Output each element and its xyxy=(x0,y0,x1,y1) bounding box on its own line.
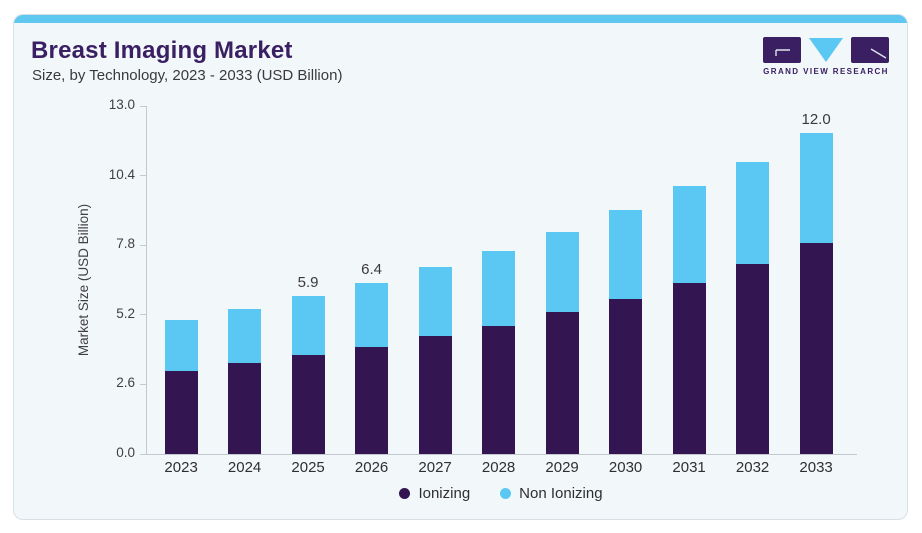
legend: Ionizing Non Ionizing xyxy=(146,485,856,502)
card-accent-strip xyxy=(14,15,907,23)
bar-2027 xyxy=(418,266,452,454)
bar-value-label: 12.0 xyxy=(801,110,831,128)
chart-card: Breast Imaging Market Size, by Technolog… xyxy=(13,14,908,520)
x-axis-label-2032: 2032 xyxy=(735,459,770,476)
legend-item-ionizing: Ionizing xyxy=(399,485,470,502)
bar-segment-non-ionizing xyxy=(291,296,325,355)
x-axis-label-2027: 2027 xyxy=(418,459,452,476)
bar-segment-ionizing xyxy=(355,346,389,454)
legend-swatch-icon xyxy=(500,488,512,499)
bar-2033: 12.0 xyxy=(799,111,833,454)
bar-segment-ionizing xyxy=(228,363,262,454)
legend-label: Ionizing xyxy=(418,485,471,502)
bar-2026: 6.4 xyxy=(355,261,389,454)
bar-2028 xyxy=(482,250,516,454)
bar-segment-non-ionizing xyxy=(482,250,516,326)
y-tick-label: 5.2 xyxy=(116,305,135,321)
bar-segment-ionizing xyxy=(164,371,198,454)
chart-title: Breast Imaging Market xyxy=(31,37,293,64)
y-tick-label: 7.8 xyxy=(116,236,135,252)
y-tick-mark xyxy=(140,244,146,246)
y-tick-label: 10.4 xyxy=(108,166,135,182)
legend-swatch-icon xyxy=(399,488,411,499)
x-axis-label-2033: 2033 xyxy=(799,459,833,476)
bar-segment-non-ionizing xyxy=(355,282,389,347)
y-tick-mark xyxy=(140,105,146,107)
legend-item-non-ionizing: Non Ionizing xyxy=(500,485,603,502)
bar-segment-ionizing xyxy=(291,354,325,454)
logo-g-icon xyxy=(763,37,801,63)
bar-2032 xyxy=(736,162,770,454)
x-axis-label-2029: 2029 xyxy=(545,459,579,476)
y-axis-title: Market Size (USD Billion) xyxy=(76,203,91,357)
bar-segment-non-ionizing xyxy=(672,186,706,283)
y-tick-mark xyxy=(140,175,146,177)
bar-segment-non-ionizing xyxy=(545,231,579,313)
y-tick-label: 2.6 xyxy=(116,375,135,391)
bar-2029 xyxy=(545,231,579,454)
bar-segment-ionizing xyxy=(418,336,452,454)
bar-segment-non-ionizing xyxy=(799,132,833,243)
gvr-logo: GRAND VIEW RESEARCH xyxy=(763,37,889,76)
bar-value-label: 6.4 xyxy=(361,260,383,278)
y-tick-label: 13.0 xyxy=(108,97,135,112)
logo-brand-text: GRAND VIEW RESEARCH xyxy=(763,67,889,76)
bar-segment-ionizing xyxy=(482,325,516,454)
bar-segment-ionizing xyxy=(799,242,833,454)
x-axis-label-2028: 2028 xyxy=(481,459,516,476)
chart-subtitle: Size, by Technology, 2023 - 2033 (USD Bi… xyxy=(32,67,343,84)
logo-v-icon xyxy=(809,38,843,62)
bar-segment-ionizing xyxy=(736,263,770,454)
bar-2023 xyxy=(164,320,198,454)
x-axis-label-2026: 2026 xyxy=(354,459,389,476)
bar-segment-ionizing xyxy=(545,312,579,454)
x-axis-label-2030: 2030 xyxy=(608,459,643,476)
bar-segment-ionizing xyxy=(609,298,643,454)
bar-value-label: 5.9 xyxy=(297,274,319,292)
bar-2025: 5.9 xyxy=(291,274,325,454)
x-axis-label-2023: 2023 xyxy=(164,459,198,476)
bar-segment-non-ionizing xyxy=(609,210,643,299)
bar-2024 xyxy=(228,309,262,454)
x-axis-label-2025: 2025 xyxy=(291,459,325,476)
x-axis-label-2031: 2031 xyxy=(672,459,706,476)
y-tick-label: 0.0 xyxy=(116,445,135,460)
legend-label: Non Ionizing xyxy=(519,485,603,502)
bar-segment-non-ionizing xyxy=(164,320,198,372)
bar-segment-non-ionizing xyxy=(736,162,770,264)
logo-r-icon xyxy=(851,37,889,63)
bar-segment-ionizing xyxy=(672,282,706,454)
bar-2031 xyxy=(672,186,706,454)
bar-segment-non-ionizing xyxy=(418,266,452,337)
bar-2030 xyxy=(609,210,643,454)
x-axis-label-2024: 2024 xyxy=(227,459,262,476)
gvr-logo-shapes xyxy=(763,37,889,63)
y-tick-mark xyxy=(140,314,146,316)
y-tick-mark xyxy=(140,383,146,385)
plot-area: 0.0 2.6 5.2 7.8 10.4 13.0 2023 2024 5.9 2025 6.4 20… xyxy=(109,97,857,476)
bar-segment-non-ionizing xyxy=(228,309,262,363)
y-tick-mark xyxy=(140,453,146,455)
